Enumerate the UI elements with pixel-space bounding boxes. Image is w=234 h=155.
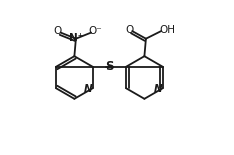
Text: OH: OH bbox=[159, 24, 175, 35]
Text: O⁻: O⁻ bbox=[89, 26, 102, 36]
Text: N: N bbox=[84, 84, 93, 94]
Text: O: O bbox=[53, 26, 62, 36]
Text: N: N bbox=[154, 84, 163, 94]
Text: O: O bbox=[125, 24, 133, 35]
Text: N⁺: N⁺ bbox=[69, 33, 83, 43]
Text: S: S bbox=[105, 60, 114, 73]
